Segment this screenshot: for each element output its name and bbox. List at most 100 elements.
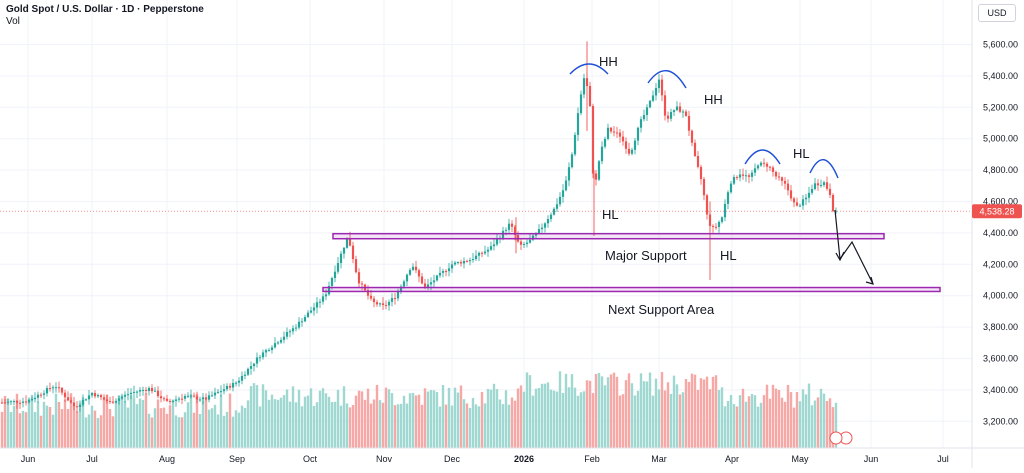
volume-bar	[681, 392, 685, 448]
volume-bar	[447, 387, 451, 448]
candle-body	[771, 167, 775, 172]
volume-bar	[699, 378, 703, 448]
annotation-label: Major Support	[605, 248, 687, 263]
candle-body	[39, 394, 43, 396]
candle-body	[216, 391, 220, 393]
candle-body	[189, 395, 193, 397]
candle-body	[705, 195, 709, 215]
volume-bar	[519, 385, 523, 448]
volume-bar	[423, 388, 427, 448]
candle-body	[396, 291, 400, 299]
volume-bar	[591, 393, 595, 448]
x-tick-label: Jul	[937, 454, 949, 464]
candle-body	[372, 298, 376, 303]
candle-body	[234, 382, 238, 384]
volume-bar	[696, 389, 700, 448]
volume-bar	[246, 400, 250, 448]
volume-bar	[795, 392, 799, 448]
candle-body	[27, 400, 31, 403]
candle-body	[660, 79, 664, 96]
volume-bar	[267, 399, 271, 448]
volume-bar	[225, 411, 229, 448]
candle-body	[360, 283, 364, 285]
volume-bar	[219, 394, 223, 448]
candle-body	[801, 199, 805, 206]
candle-body	[507, 223, 511, 230]
volume-bar	[444, 404, 448, 448]
volume-bar	[684, 379, 688, 448]
candle-body	[171, 401, 175, 403]
volume-bar	[222, 415, 226, 448]
candle-body	[639, 119, 643, 128]
x-tick-label: Jun	[864, 454, 879, 464]
volume-bar	[744, 401, 748, 448]
candle-body	[60, 387, 64, 393]
candle-body	[258, 357, 262, 359]
volume-bar	[777, 390, 781, 448]
volume-bar	[471, 397, 475, 448]
volume-bar	[264, 390, 268, 448]
candle-body	[405, 274, 409, 282]
candle-body	[15, 401, 19, 403]
volume-bar	[765, 384, 769, 448]
candle-body	[156, 390, 160, 397]
volume-bar	[831, 407, 835, 448]
volume-bar	[117, 395, 121, 448]
candle-body	[474, 255, 478, 260]
candle-body	[438, 272, 442, 276]
candle-body	[765, 163, 769, 167]
volume-bar	[243, 407, 247, 448]
candle-body	[270, 347, 274, 351]
volume-bar	[582, 391, 586, 448]
volume-bar	[768, 398, 772, 448]
candle-body	[768, 166, 772, 168]
volume-bar	[756, 406, 760, 448]
volume-bar	[15, 393, 19, 448]
candle-body	[654, 88, 658, 96]
candle-body	[24, 401, 28, 403]
candle-body	[348, 238, 352, 246]
volume-bar	[489, 389, 493, 448]
candle-body	[483, 251, 487, 254]
candle-body	[222, 389, 226, 392]
volume-bar	[555, 391, 559, 448]
candle-body	[321, 296, 325, 302]
candle-body	[264, 350, 268, 353]
volume-bar	[315, 402, 319, 448]
volume-bar	[564, 373, 568, 448]
volume-bar	[333, 401, 337, 448]
candle-body	[432, 280, 436, 283]
volume-bar	[771, 384, 775, 448]
volume-bar	[159, 408, 163, 448]
volume-bar	[525, 372, 529, 448]
volume-bar	[510, 397, 514, 448]
candle-body	[282, 336, 286, 340]
volume-bar	[378, 400, 382, 448]
candle-body	[426, 284, 430, 288]
volume-bar	[426, 391, 430, 448]
volume-bar	[405, 403, 409, 448]
candle-body	[714, 226, 718, 228]
candle-body	[663, 95, 667, 116]
volume-bar	[249, 386, 253, 448]
candle-body	[582, 78, 586, 95]
volume-bar	[195, 393, 199, 448]
y-tick-label: 5,400.00	[983, 71, 1018, 81]
candle-body	[738, 174, 742, 178]
candle-body	[381, 303, 385, 306]
candle-body	[642, 115, 646, 120]
candle-body	[444, 271, 448, 273]
volume-bar	[108, 409, 112, 448]
candle-body	[621, 136, 625, 142]
swing-arc	[647, 70, 687, 89]
volume-bar	[174, 415, 178, 448]
volume-bar	[210, 408, 214, 448]
candle-body	[690, 130, 694, 143]
volume-bar	[408, 393, 412, 448]
volume-bar	[99, 415, 103, 448]
volume-bar	[54, 393, 58, 448]
currency-button[interactable]: USD	[978, 4, 1016, 22]
x-tick-label: May	[791, 454, 809, 464]
